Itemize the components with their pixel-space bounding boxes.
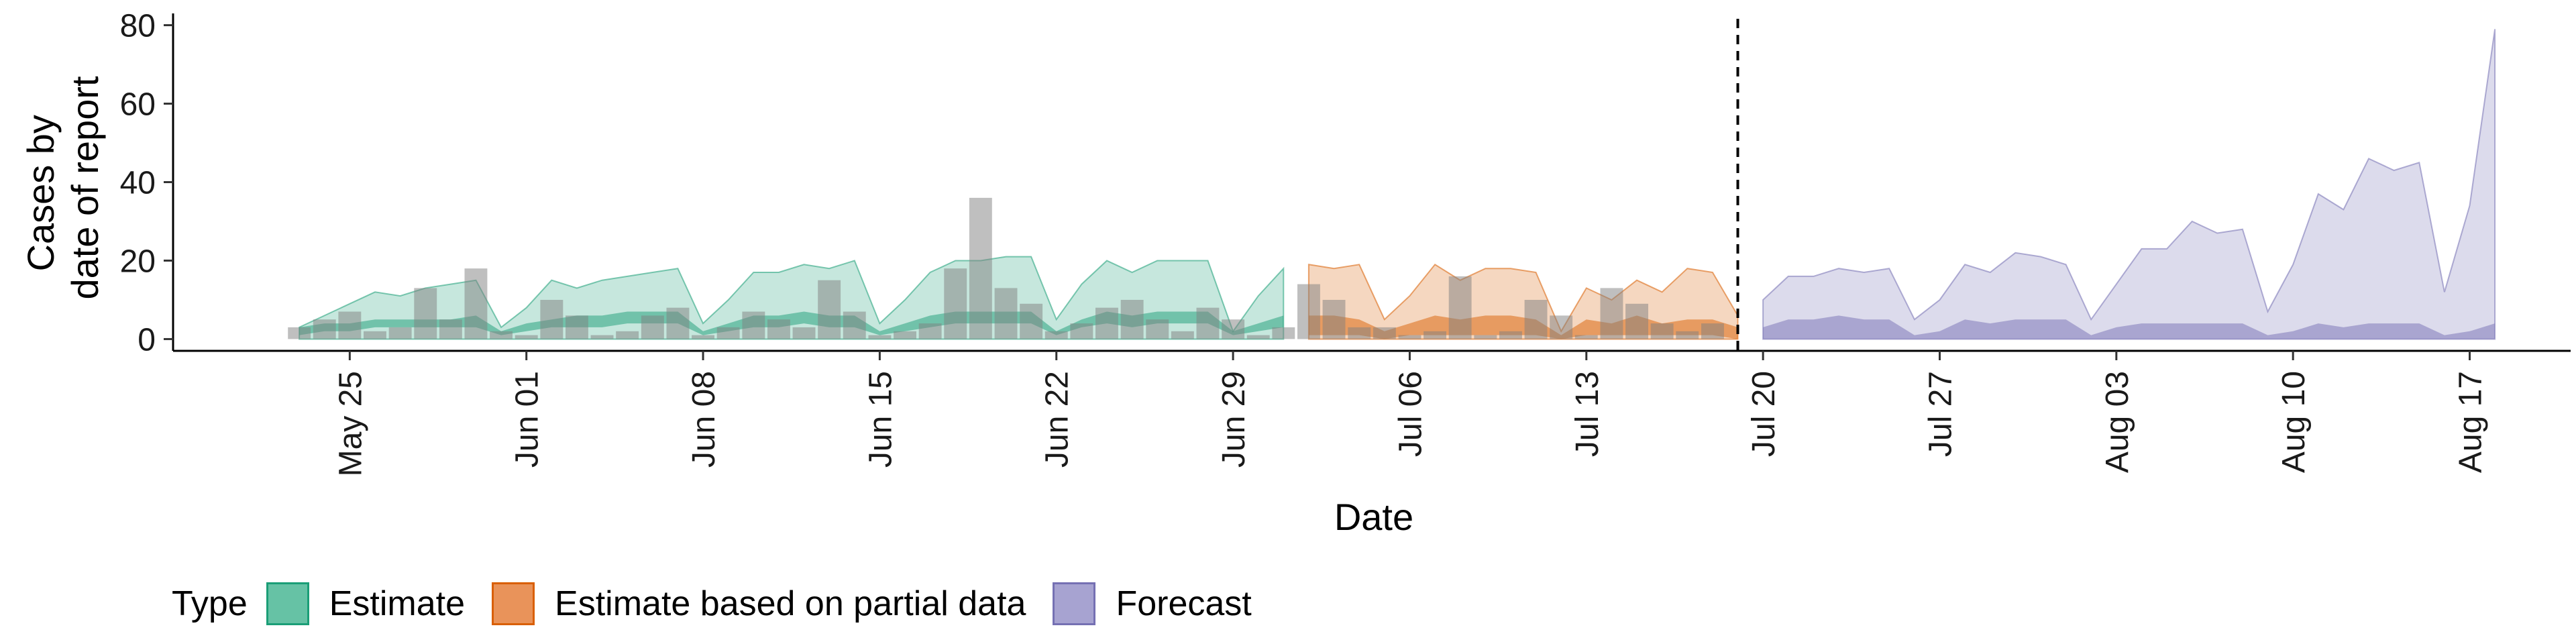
observed-case-bar (641, 315, 664, 339)
observed-case-bar (439, 319, 462, 339)
x-tick-label: Jul 13 (1570, 371, 1605, 457)
observed-case-bar (1272, 327, 1295, 339)
observed-case-bar (818, 280, 841, 339)
y-axis-label-line-1: Cases by (19, 115, 62, 271)
legend-label-estimate: Estimate (329, 584, 466, 623)
y-tick-label: 20 (120, 244, 156, 279)
observed-case-bar (1222, 319, 1245, 339)
observed-case-bar (1146, 319, 1169, 339)
observed-case-bar (918, 323, 942, 339)
legend-key-estimate (266, 582, 309, 625)
observed-case-bar (364, 331, 386, 339)
forecast-inner-band (1763, 315, 2496, 339)
legend-item-forecast: Forecast (1053, 582, 1252, 625)
observed-case-bar (288, 327, 311, 339)
observed-case-bar (1196, 307, 1220, 339)
observed-case-bar (692, 335, 714, 339)
observed-case-bar (1676, 331, 1699, 339)
observed-case-bar (1070, 323, 1093, 339)
observed-case-bar (388, 327, 412, 339)
x-tick-label: Jun 22 (1040, 371, 1075, 468)
observed-cases-bars (288, 197, 1724, 339)
observed-case-bar (414, 288, 437, 339)
x-tick-label: Aug 10 (2276, 371, 2312, 473)
observed-case-bar (894, 331, 916, 339)
x-tick-label: May 25 (333, 371, 368, 476)
observed-case-bar (1424, 331, 1446, 339)
legend-key-partial (492, 582, 535, 625)
observed-case-bar (616, 331, 639, 339)
observed-case-bar (1650, 323, 1674, 339)
observed-case-bar (1625, 303, 1648, 339)
y-axis-ticks: 0 20 40 60 80 (120, 9, 173, 358)
observed-case-bar (1524, 300, 1548, 339)
observed-case-bar (464, 268, 488, 339)
y-axis-label: Cases by date of report (19, 76, 106, 300)
observed-case-bar (590, 335, 614, 339)
observed-case-bar (1550, 315, 1573, 339)
x-tick-label: Jul 06 (1393, 371, 1428, 457)
x-tick-label: Aug 17 (2453, 371, 2489, 473)
x-tick-label: Aug 03 (2100, 371, 2135, 473)
observed-case-bar (994, 288, 1018, 339)
y-tick-label: 0 (138, 322, 156, 358)
observed-case-bar (490, 331, 513, 339)
observed-case-bar (792, 327, 816, 339)
legend-item-estimate: Estimate (266, 582, 465, 625)
y-tick-label: 60 (120, 87, 156, 123)
observed-case-bar (1297, 284, 1320, 339)
legend-key-forecast (1053, 582, 1096, 625)
observed-case-bar (1171, 331, 1194, 339)
forecast-outer-band (1762, 29, 2496, 340)
observed-case-bar (338, 311, 362, 339)
x-axis-label: Date (1334, 496, 1413, 538)
y-tick-label: 40 (120, 166, 156, 201)
observed-case-bar (868, 335, 892, 339)
observed-case-bar (1120, 300, 1144, 339)
series-bands (299, 29, 2496, 340)
observed-case-bar (969, 197, 992, 339)
observed-case-bar (944, 268, 967, 339)
observed-case-bar (1044, 331, 1068, 339)
x-tick-label: Jun 29 (1216, 371, 1252, 468)
observed-case-bar (666, 307, 690, 339)
observed-case-bar (1448, 276, 1472, 339)
observed-case-bar (515, 335, 538, 339)
observed-case-bar (742, 311, 765, 339)
legend-item-partial: Estimate based on partial data (492, 582, 1026, 625)
x-tick-label: Jun 08 (686, 371, 722, 468)
observed-case-bar (1398, 335, 1421, 339)
observed-case-bar (1373, 327, 1396, 339)
observed-case-bar (1600, 288, 1623, 339)
observed-case-bar (1095, 307, 1118, 339)
observed-case-bar (313, 319, 336, 339)
observed-case-bar (566, 315, 588, 339)
observed-case-bar (1348, 327, 1371, 339)
legend-label-partial: Estimate based on partial data (555, 584, 1026, 623)
observed-case-bar (1020, 303, 1043, 339)
observed-case-bar (767, 319, 790, 339)
x-tick-label: Jul 27 (1923, 371, 1958, 457)
observed-case-bar (843, 311, 866, 339)
y-tick-label: 80 (120, 9, 156, 44)
x-tick-label: Jun 01 (510, 371, 545, 468)
observed-case-bar (716, 327, 740, 339)
legend-title: Type (172, 584, 248, 623)
y-axis-label-line-2: date of report (64, 76, 106, 300)
legend: Type Estimate Estimate based on partial … (172, 576, 1279, 632)
x-tick-label: Jul 20 (1746, 371, 1782, 457)
observed-case-bar (1574, 335, 1598, 339)
observed-case-bar (1701, 323, 1724, 339)
legend-label-forecast: Forecast (1116, 584, 1252, 623)
x-tick-label: Jun 15 (863, 371, 898, 468)
x-axis-ticks: May 25 Jun 01 Jun 08 Jun 15 Jun 22 Jun 29 Jul … (333, 351, 2489, 476)
observed-case-bar (1499, 331, 1522, 339)
observed-case-bar (1322, 300, 1346, 339)
observed-case-bar (1246, 335, 1270, 339)
observed-case-bar (1474, 335, 1497, 339)
observed-case-bar (540, 300, 564, 339)
